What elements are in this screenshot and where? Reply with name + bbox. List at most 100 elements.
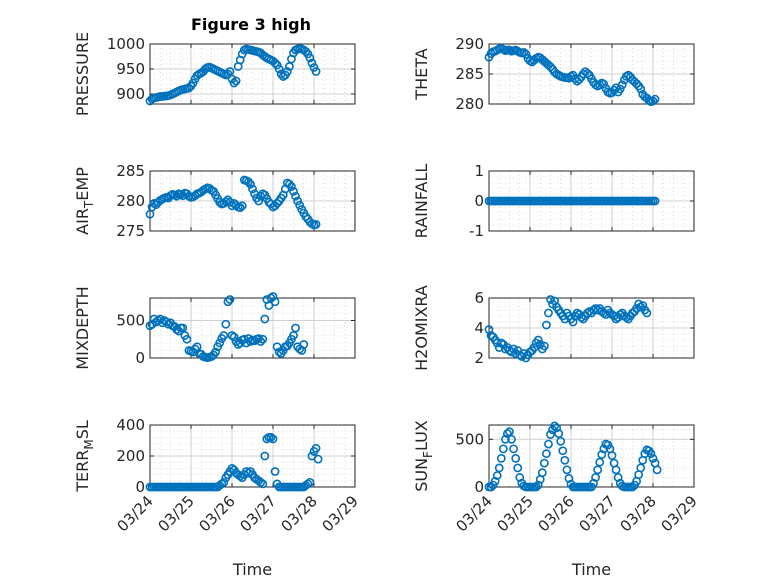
x-tick-label: 03/28 xyxy=(278,492,321,535)
y-tick-label: 1 xyxy=(474,162,484,180)
y-tick-label: 200 xyxy=(116,447,145,465)
axes-h2omixra: 2 4 6 H2OMIXRA xyxy=(412,285,695,371)
x-tick-label: 03/29 xyxy=(319,492,362,535)
data-point xyxy=(507,434,516,444)
data-point xyxy=(231,76,241,86)
x-tick-label: 03/27 xyxy=(237,492,280,535)
data-point xyxy=(636,84,646,94)
data-point xyxy=(227,331,237,340)
data-point xyxy=(311,67,321,76)
data-point xyxy=(295,200,305,210)
data-point xyxy=(611,465,621,475)
data-point xyxy=(562,465,572,475)
axes-air-temp: 275 280 285 AIRTEMP xyxy=(73,162,356,240)
data-point xyxy=(289,331,298,340)
data-point xyxy=(546,295,555,304)
data-point xyxy=(533,480,543,490)
y-tick-label: 1000 xyxy=(107,35,145,53)
data-point xyxy=(535,340,545,349)
data-point xyxy=(270,467,280,476)
data-point xyxy=(303,479,313,489)
x-tick-label: 03/25 xyxy=(155,492,198,535)
data-point xyxy=(550,421,559,431)
data-point xyxy=(287,182,296,191)
x-axis-label: Time xyxy=(232,560,272,579)
data-point xyxy=(272,198,282,208)
data-point xyxy=(256,477,266,487)
y-tick-label: 285 xyxy=(455,65,484,83)
data-point xyxy=(235,471,245,481)
x-tick-label: 03/26 xyxy=(196,492,239,535)
data-point xyxy=(646,449,656,459)
y-axis-label: RAINFALL xyxy=(412,164,431,239)
data-point xyxy=(617,80,627,90)
x-tick-label: 03/29 xyxy=(658,492,701,535)
data-point xyxy=(284,62,294,71)
data-point xyxy=(145,321,155,331)
y-tick-label: 500 xyxy=(116,312,145,330)
data-point xyxy=(311,443,321,453)
data-point xyxy=(178,191,188,200)
data-point xyxy=(578,69,588,79)
data-point xyxy=(628,482,637,492)
data-point xyxy=(539,341,549,351)
data-point xyxy=(591,473,600,482)
data-point xyxy=(486,482,496,492)
data-point xyxy=(219,477,229,487)
data-point xyxy=(200,64,210,74)
data-point xyxy=(272,342,282,352)
data-point xyxy=(311,219,321,229)
data-point xyxy=(291,323,300,333)
data-point xyxy=(597,450,607,459)
data-point xyxy=(221,319,231,329)
x-tick-label: 03/25 xyxy=(494,492,537,535)
data-point xyxy=(270,58,280,68)
y-tick-label: 285 xyxy=(116,162,145,180)
y-axis-label: MIXDEPTH xyxy=(73,286,92,369)
data-point xyxy=(613,473,623,482)
data-point xyxy=(500,434,510,444)
y-tick-label: 400 xyxy=(116,416,145,434)
data-point xyxy=(546,430,555,439)
data-point xyxy=(539,458,549,468)
data-point xyxy=(546,62,555,72)
x-tick-label: 03/27 xyxy=(576,492,619,535)
y-tick-label: 0 xyxy=(135,349,145,367)
data-point xyxy=(650,196,660,206)
data-point xyxy=(229,78,239,88)
data-point xyxy=(552,423,562,433)
data-point xyxy=(307,58,317,68)
data-point xyxy=(509,444,518,454)
data-point xyxy=(537,468,547,478)
y-tick-label: 290 xyxy=(455,35,484,53)
axes-pressure: 900 950 1000 PRESSURE xyxy=(73,32,356,116)
y-tick-label: 0 xyxy=(474,478,484,496)
data-point xyxy=(576,313,586,322)
data-point xyxy=(564,474,574,483)
data-point xyxy=(595,80,605,90)
data-point xyxy=(554,429,564,438)
data-point xyxy=(264,301,274,310)
y-axis-label: AIRTEMP xyxy=(73,167,96,235)
axes-frame xyxy=(149,43,356,105)
data-point xyxy=(490,476,500,486)
y-tick-label: 6 xyxy=(474,289,484,307)
data-point xyxy=(583,69,592,78)
data-point xyxy=(268,292,278,301)
data-point xyxy=(650,94,660,104)
y-axis-label: SUNFLUX xyxy=(412,420,435,492)
data-point xyxy=(642,308,652,318)
data-point xyxy=(268,434,278,444)
y-tick-label: 0 xyxy=(135,478,145,496)
data-point xyxy=(260,314,270,324)
data-point xyxy=(574,75,584,84)
data-point xyxy=(509,344,518,354)
data-point xyxy=(615,84,625,94)
data-point xyxy=(595,457,605,467)
data-point xyxy=(223,195,233,205)
y-tick-label: 4 xyxy=(474,319,484,337)
y-tick-label: 280 xyxy=(455,95,484,113)
x-tick-label: 03/28 xyxy=(617,492,660,535)
